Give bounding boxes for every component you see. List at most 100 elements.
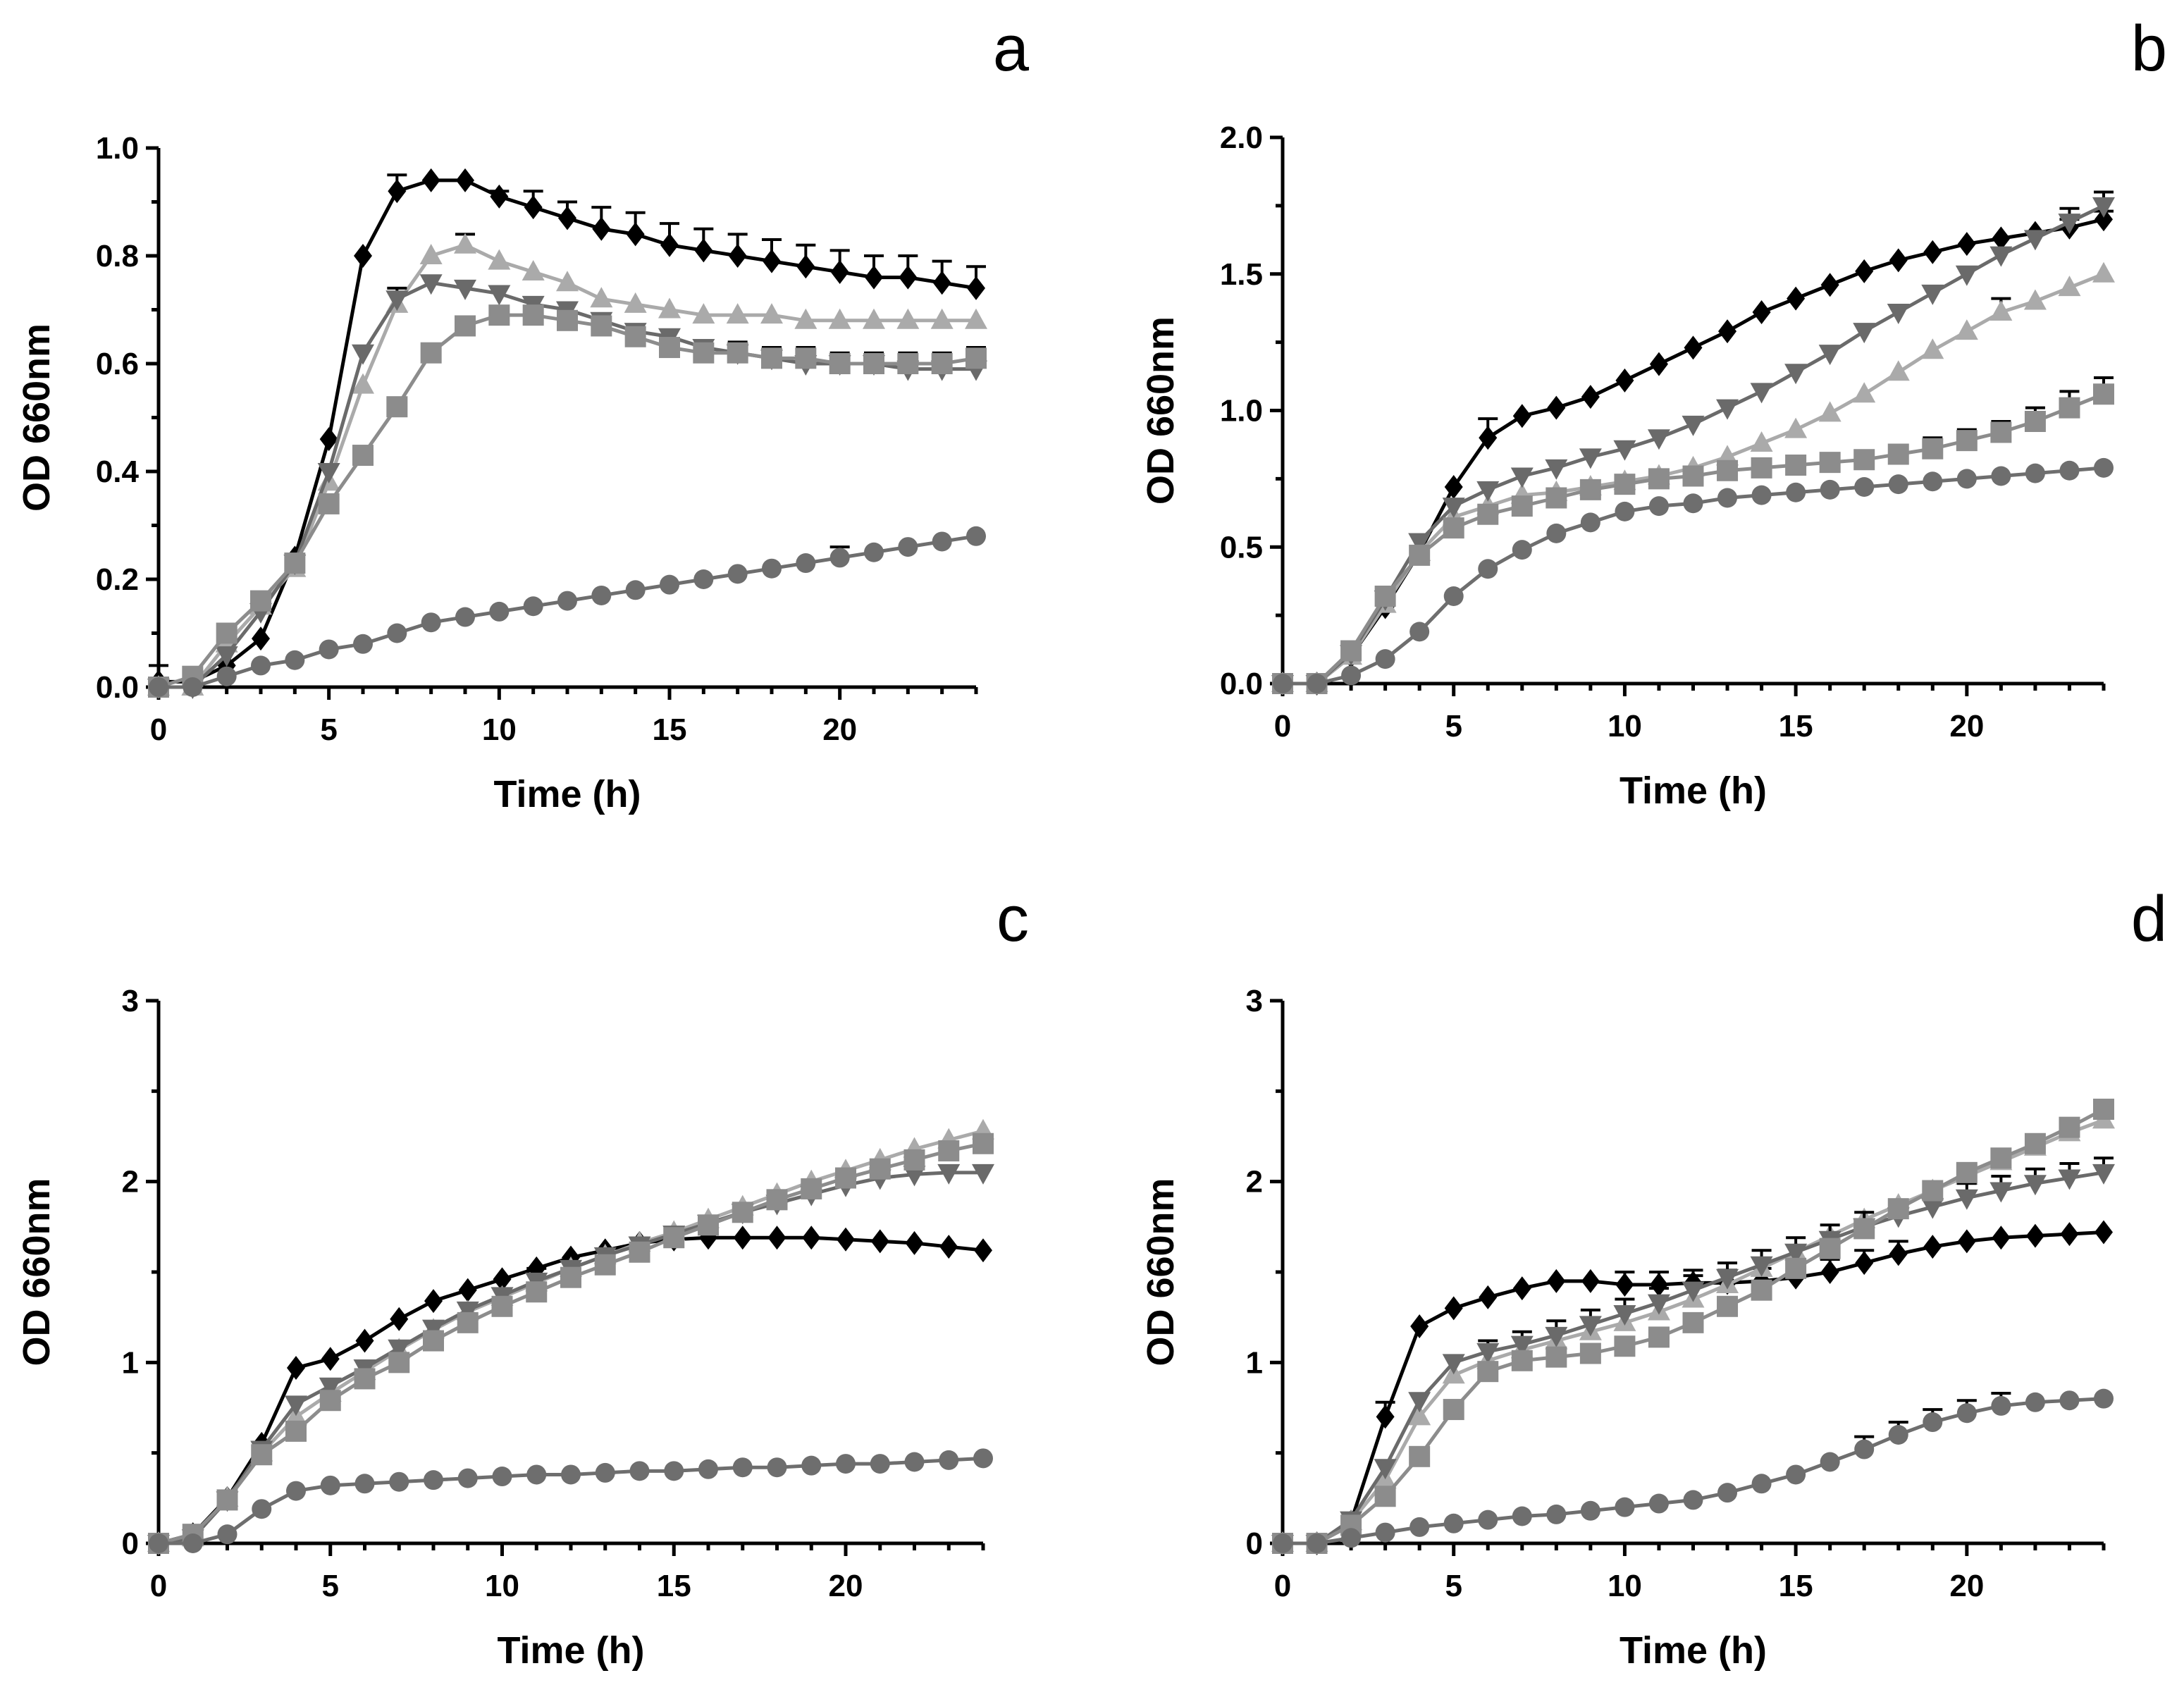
data-point — [385, 290, 409, 311]
data-point — [354, 1368, 376, 1390]
data-point — [1479, 426, 1498, 450]
data-point — [1579, 479, 1601, 500]
data-point — [1579, 1316, 1602, 1337]
data-point — [560, 1266, 581, 1288]
data-point — [1991, 1395, 2011, 1416]
series-line — [158, 313, 977, 689]
data-point — [1340, 640, 1362, 662]
data-point — [1989, 246, 2013, 267]
data-point — [149, 677, 168, 697]
data-point — [492, 1467, 512, 1487]
y-tick-label: 3 — [122, 984, 139, 1018]
series-triangle_up — [147, 1118, 994, 1552]
data-point — [1613, 1305, 1636, 1326]
data-point — [1476, 481, 1500, 502]
panel-b: b 0.0 0.5 1.0 1.5 2.0 0 5 10 15 20 Time (h) OD 660n… — [1140, 13, 2167, 812]
data-point — [1444, 475, 1463, 499]
data-point — [1408, 1405, 1431, 1426]
data-point — [973, 1132, 994, 1154]
data-point — [1784, 364, 1808, 385]
y-tick-label: 2.0 — [1220, 121, 1263, 155]
data-point — [215, 646, 238, 667]
data-point — [937, 1164, 961, 1185]
data-point — [1581, 1269, 1600, 1293]
data-point — [1376, 1405, 1395, 1429]
data-point — [319, 1377, 342, 1398]
data-point — [424, 1470, 443, 1490]
data-point — [1855, 259, 1874, 283]
data-point — [1989, 1182, 2013, 1203]
data-point — [1989, 300, 2013, 321]
data-point — [763, 249, 781, 273]
y-tick-label: 0 — [1246, 1526, 1263, 1561]
series-square — [148, 304, 987, 698]
data-point — [1476, 1343, 1500, 1364]
data-point — [1956, 469, 1977, 489]
data-point — [733, 1226, 752, 1250]
data-point — [526, 1281, 548, 1303]
data-point — [419, 244, 443, 264]
data-point — [1786, 1464, 1806, 1485]
y-tick-label: 0 — [122, 1526, 139, 1561]
data-point — [1547, 395, 1566, 420]
data-point — [1374, 1459, 1397, 1480]
data-point — [2025, 1223, 2044, 1248]
series-circle — [1273, 1388, 2114, 1553]
data-point — [1751, 485, 1772, 505]
series-triangle_down — [147, 1164, 994, 1555]
data-point — [1888, 1425, 1908, 1445]
data-point — [458, 1278, 477, 1302]
data-point — [556, 271, 579, 292]
data-point — [966, 526, 986, 546]
x-tick-label: 10 — [1608, 1569, 1642, 1603]
data-point — [1648, 1493, 1669, 1514]
x-tick-label: 15 — [1779, 1569, 1813, 1603]
data-point — [2059, 1116, 2080, 1138]
data-point — [1992, 226, 2011, 251]
data-point — [2058, 276, 2081, 297]
data-point — [1887, 304, 1910, 324]
data-point — [2025, 463, 2045, 483]
data-point — [321, 1347, 340, 1371]
data-point — [692, 303, 715, 324]
data-point — [1511, 495, 1533, 517]
data-point — [488, 249, 511, 270]
data-point — [1887, 1198, 1909, 1220]
data-point — [1923, 240, 1942, 264]
data-point — [2094, 1220, 2113, 1245]
data-point — [1545, 459, 1568, 480]
y-tick-label: 0.0 — [96, 670, 139, 705]
panel-letter: b — [2131, 13, 2167, 85]
data-point — [2024, 411, 2046, 432]
data-point — [728, 244, 747, 268]
data-point — [796, 553, 816, 574]
data-point — [829, 353, 851, 374]
data-point — [626, 222, 645, 247]
data-point — [217, 1524, 237, 1545]
series-diamond — [1273, 207, 2114, 696]
data-point — [2060, 1222, 2079, 1247]
data-point — [493, 1267, 512, 1292]
data-point — [287, 1356, 305, 1381]
data-point — [694, 238, 713, 263]
data-point — [590, 287, 613, 308]
data-point — [726, 303, 749, 324]
data-point — [658, 297, 681, 319]
data-point — [905, 1230, 924, 1255]
series-triangle_down — [147, 274, 987, 699]
data-point — [2023, 289, 2047, 310]
x-tick-label: 5 — [1445, 1569, 1462, 1603]
y-tick-label: 2 — [122, 1165, 139, 1199]
data-point — [595, 1462, 615, 1483]
series-line — [1283, 392, 2104, 686]
data-point — [1647, 1294, 1670, 1315]
data-point — [354, 244, 372, 268]
data-point — [488, 304, 510, 326]
series-circle — [149, 1448, 993, 1553]
data-point — [1510, 467, 1534, 488]
data-point — [973, 1448, 993, 1469]
data-point — [285, 650, 305, 670]
data-point — [2092, 261, 2115, 283]
data-point — [1955, 319, 1978, 340]
data-point — [1889, 1242, 1908, 1266]
